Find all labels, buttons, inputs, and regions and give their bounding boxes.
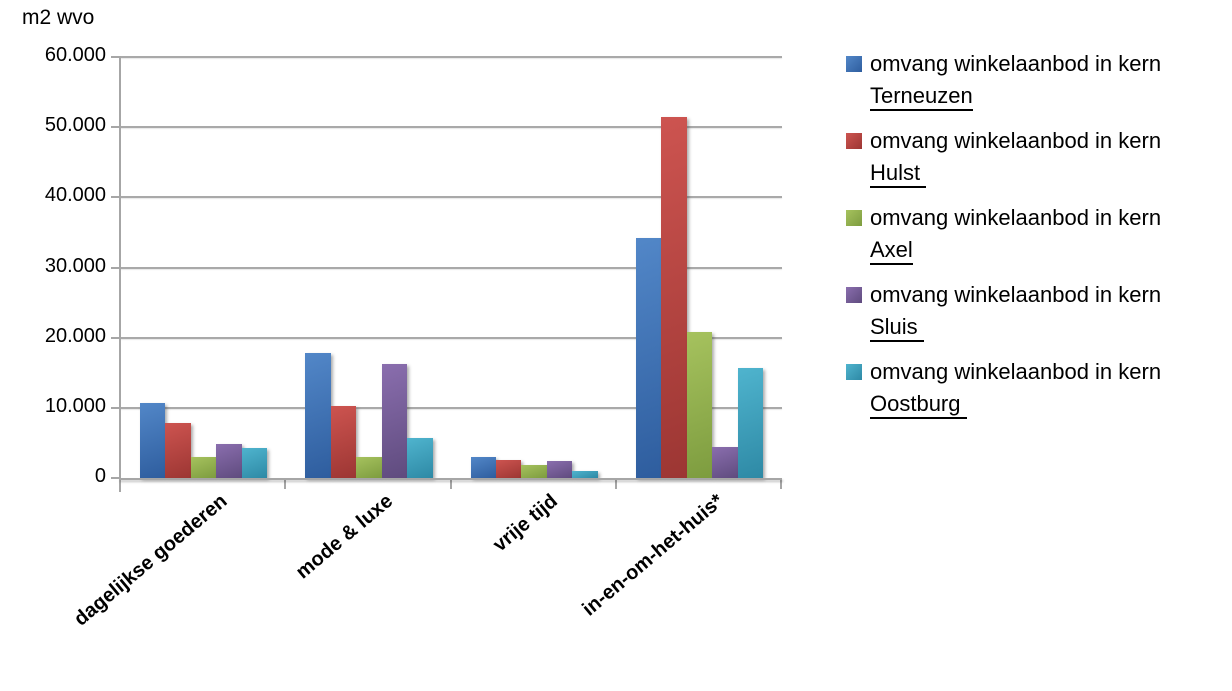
y-tick-mark	[111, 126, 121, 129]
bar-sluis	[216, 444, 242, 478]
y-axis-title: m2 wvo	[22, 6, 95, 29]
gridline	[121, 266, 782, 269]
x-tick-mark	[780, 478, 782, 489]
y-tick-mark	[111, 406, 121, 409]
y-tick-label: 10.000	[44, 394, 106, 417]
y-tick-label: 20.000	[44, 324, 106, 347]
legend-item: omvang winkelaanbod in kern Terneuzen	[846, 48, 1161, 112]
bar-terneuzen	[470, 456, 496, 478]
x-axis-line	[119, 478, 782, 480]
legend-label-line1: omvang winkelaanbod in kern	[870, 205, 1162, 230]
legend-item: omvang winkelaanbod in kern Sluis	[846, 279, 1161, 343]
gridline	[121, 126, 782, 129]
bar-hulst	[495, 460, 522, 478]
bar-sluis	[381, 364, 408, 478]
legend-item: omvang winkelaanbod in kern Hulst	[846, 125, 1161, 189]
legend-swatch-icon	[846, 364, 862, 380]
legend-label-line1: omvang winkelaanbod in kern	[870, 359, 1162, 384]
bar-terneuzen	[635, 238, 662, 478]
category-group	[286, 57, 451, 478]
y-tick-label: 50.000	[44, 114, 106, 137]
legend-item: omvang winkelaanbod in kern Oostburg	[846, 356, 1161, 420]
x-axis-label-text: in-en-om-het-huis*	[578, 490, 728, 621]
legend-item: omvang winkelaanbod in kern Axel	[846, 202, 1161, 266]
x-tick-mark	[284, 478, 287, 489]
y-axis-line	[119, 57, 121, 492]
legend-label-line1: omvang winkelaanbod in kern	[870, 282, 1162, 307]
bar-hulst	[661, 117, 687, 478]
plot-area	[111, 56, 782, 492]
legend-label: omvang winkelaanbod in kern Hulst	[870, 125, 1161, 189]
legend-label-line1: omvang winkelaanbod in kern	[870, 128, 1162, 153]
legend-swatch-icon	[846, 56, 862, 72]
gridline	[121, 56, 782, 58]
y-tick-mark	[111, 336, 121, 339]
legend-label-city: Sluis	[870, 313, 924, 342]
x-tick-mark	[614, 478, 617, 489]
gridline	[121, 336, 782, 339]
bar-oostburg	[737, 367, 764, 478]
bar-oostburg	[241, 447, 268, 478]
legend-label: omvang winkelaanbod in kern Terneuzen	[870, 48, 1161, 112]
bar-sluis	[712, 447, 738, 478]
bar-hulst	[330, 405, 357, 478]
legend-label-city: Hulst	[870, 159, 927, 188]
y-tick-label: 30.000	[44, 254, 106, 277]
x-axis-label-text: mode & luxe	[291, 490, 398, 584]
gridline	[121, 196, 782, 199]
category-group	[617, 57, 782, 478]
bar-axel	[190, 456, 217, 478]
bar-hulst	[165, 422, 191, 478]
legend-swatch-icon	[846, 133, 862, 149]
y-tick-label: 60.000	[44, 44, 106, 66]
bar-oostburg	[407, 438, 433, 478]
y-tick-mark	[111, 266, 121, 269]
bar-oostburg	[572, 470, 598, 478]
y-tick-mark	[111, 477, 121, 479]
legend-label-city: Oostburg	[870, 390, 967, 419]
y-tick-label: 0	[94, 465, 106, 487]
legend-label: omvang winkelaanbod in kern Oostburg	[870, 356, 1161, 420]
legend: omvang winkelaanbod in kern Terneuzen omva…	[846, 48, 1161, 433]
bar-sluis	[546, 461, 573, 478]
x-tick-mark	[449, 478, 452, 489]
bar-terneuzen	[140, 402, 166, 478]
gridline	[121, 406, 782, 409]
legend-label-line1: omvang winkelaanbod in kern	[870, 51, 1162, 76]
y-tick-mark	[111, 56, 121, 58]
category-group	[121, 57, 286, 478]
legend-swatch-icon	[846, 210, 862, 226]
bar-groups	[121, 57, 782, 478]
category-group	[452, 57, 617, 478]
x-axis-label-text: dagelijkse goederen	[70, 490, 232, 631]
legend-label-city: Terneuzen	[870, 82, 973, 111]
legend-label: omvang winkelaanbod in kern Axel	[870, 202, 1161, 266]
bar-axel	[356, 456, 382, 478]
legend-swatch-icon	[846, 287, 862, 303]
bar-axel	[686, 332, 713, 478]
legend-label-city: Axel	[870, 236, 913, 265]
bar-terneuzen	[305, 353, 331, 478]
x-axis-label-text: vrije tijd	[489, 490, 563, 557]
y-tick-label: 40.000	[44, 184, 106, 207]
bar-axel	[521, 464, 547, 478]
legend-label: omvang winkelaanbod in kern Sluis	[870, 279, 1161, 343]
y-tick-mark	[111, 196, 121, 199]
